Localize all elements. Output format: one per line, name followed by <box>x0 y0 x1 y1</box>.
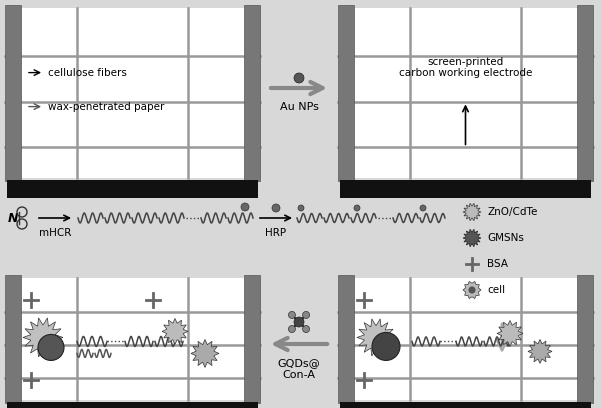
Text: N: N <box>8 211 19 224</box>
Bar <box>5 8 260 178</box>
Text: screen-printed
carbon working electrode: screen-printed carbon working electrode <box>399 57 532 78</box>
Polygon shape <box>463 203 481 221</box>
Text: GQDs@
Con-A: GQDs@ Con-A <box>278 358 320 379</box>
Circle shape <box>241 203 249 211</box>
Circle shape <box>420 205 426 211</box>
Bar <box>244 275 260 403</box>
Bar <box>338 278 593 400</box>
Circle shape <box>294 317 304 327</box>
Polygon shape <box>497 320 523 346</box>
Polygon shape <box>23 318 63 357</box>
Text: GMSNs: GMSNs <box>487 233 524 243</box>
Polygon shape <box>463 282 481 299</box>
Polygon shape <box>357 319 395 356</box>
Circle shape <box>288 311 296 318</box>
Bar <box>340 180 591 198</box>
Polygon shape <box>191 339 219 368</box>
Text: HRP: HRP <box>266 228 287 238</box>
Circle shape <box>372 333 400 360</box>
Polygon shape <box>528 339 552 364</box>
Text: Au NPs: Au NPs <box>279 102 319 112</box>
Circle shape <box>302 326 310 333</box>
Bar <box>7 180 258 198</box>
Circle shape <box>38 335 64 360</box>
Text: ZnO/CdTe: ZnO/CdTe <box>487 207 537 217</box>
Text: cellulose fibers: cellulose fibers <box>48 68 127 78</box>
Circle shape <box>272 204 280 212</box>
Bar <box>5 275 21 403</box>
Polygon shape <box>463 229 481 247</box>
Text: cell: cell <box>487 285 505 295</box>
Bar <box>338 5 354 181</box>
Circle shape <box>468 286 475 294</box>
Bar <box>338 8 593 178</box>
Bar <box>5 5 21 181</box>
Bar <box>577 5 593 181</box>
Text: mHCR: mHCR <box>39 228 71 238</box>
Text: wax-penetrated paper: wax-penetrated paper <box>48 102 165 112</box>
Circle shape <box>354 205 360 211</box>
Bar <box>338 275 354 403</box>
Bar <box>340 402 591 408</box>
Bar <box>5 278 260 400</box>
Bar <box>577 275 593 403</box>
Circle shape <box>298 205 304 211</box>
Bar <box>244 5 260 181</box>
Polygon shape <box>162 318 188 344</box>
Circle shape <box>302 311 310 318</box>
Text: BSA: BSA <box>487 259 508 269</box>
Bar <box>7 402 258 408</box>
Circle shape <box>288 326 296 333</box>
Circle shape <box>294 73 304 83</box>
